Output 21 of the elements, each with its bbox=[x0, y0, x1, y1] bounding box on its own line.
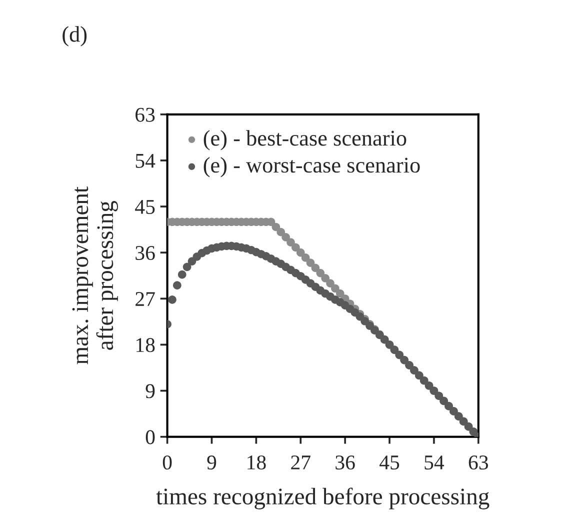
x-tick-label: 45 bbox=[380, 456, 400, 470]
x-tick-label: 63 bbox=[468, 456, 488, 470]
y-tick-label: 0 bbox=[146, 430, 155, 444]
y-tick-label: 9 bbox=[146, 384, 155, 398]
x-tick-label: 27 bbox=[291, 456, 310, 470]
x-tick-label: 18 bbox=[248, 455, 266, 470]
y-tick-label: 54 bbox=[136, 154, 156, 168]
y-axis-title: max. improvement after processing bbox=[72, 186, 118, 364]
y-tick-label: 45 bbox=[135, 200, 155, 214]
x-tick-label: 54 bbox=[424, 456, 444, 470]
x-axis-title: times recognized before processing bbox=[156, 488, 490, 510]
y-tick-label: 18 bbox=[136, 338, 155, 352]
legend-label: (e) - worst-case scenario bbox=[204, 157, 420, 178]
legend-label: (e) - best-case scenario bbox=[204, 130, 406, 150]
y-tick-label: 36 bbox=[136, 246, 155, 260]
y-tick-label: 63 bbox=[136, 108, 155, 122]
chart-title: (d) bbox=[62, 26, 87, 46]
x-tick-label: 36 bbox=[336, 456, 355, 470]
y-tick-label: 27 bbox=[136, 292, 155, 306]
x-tick-label: 0 bbox=[162, 455, 172, 470]
x-tick-label: 9 bbox=[207, 456, 216, 470]
